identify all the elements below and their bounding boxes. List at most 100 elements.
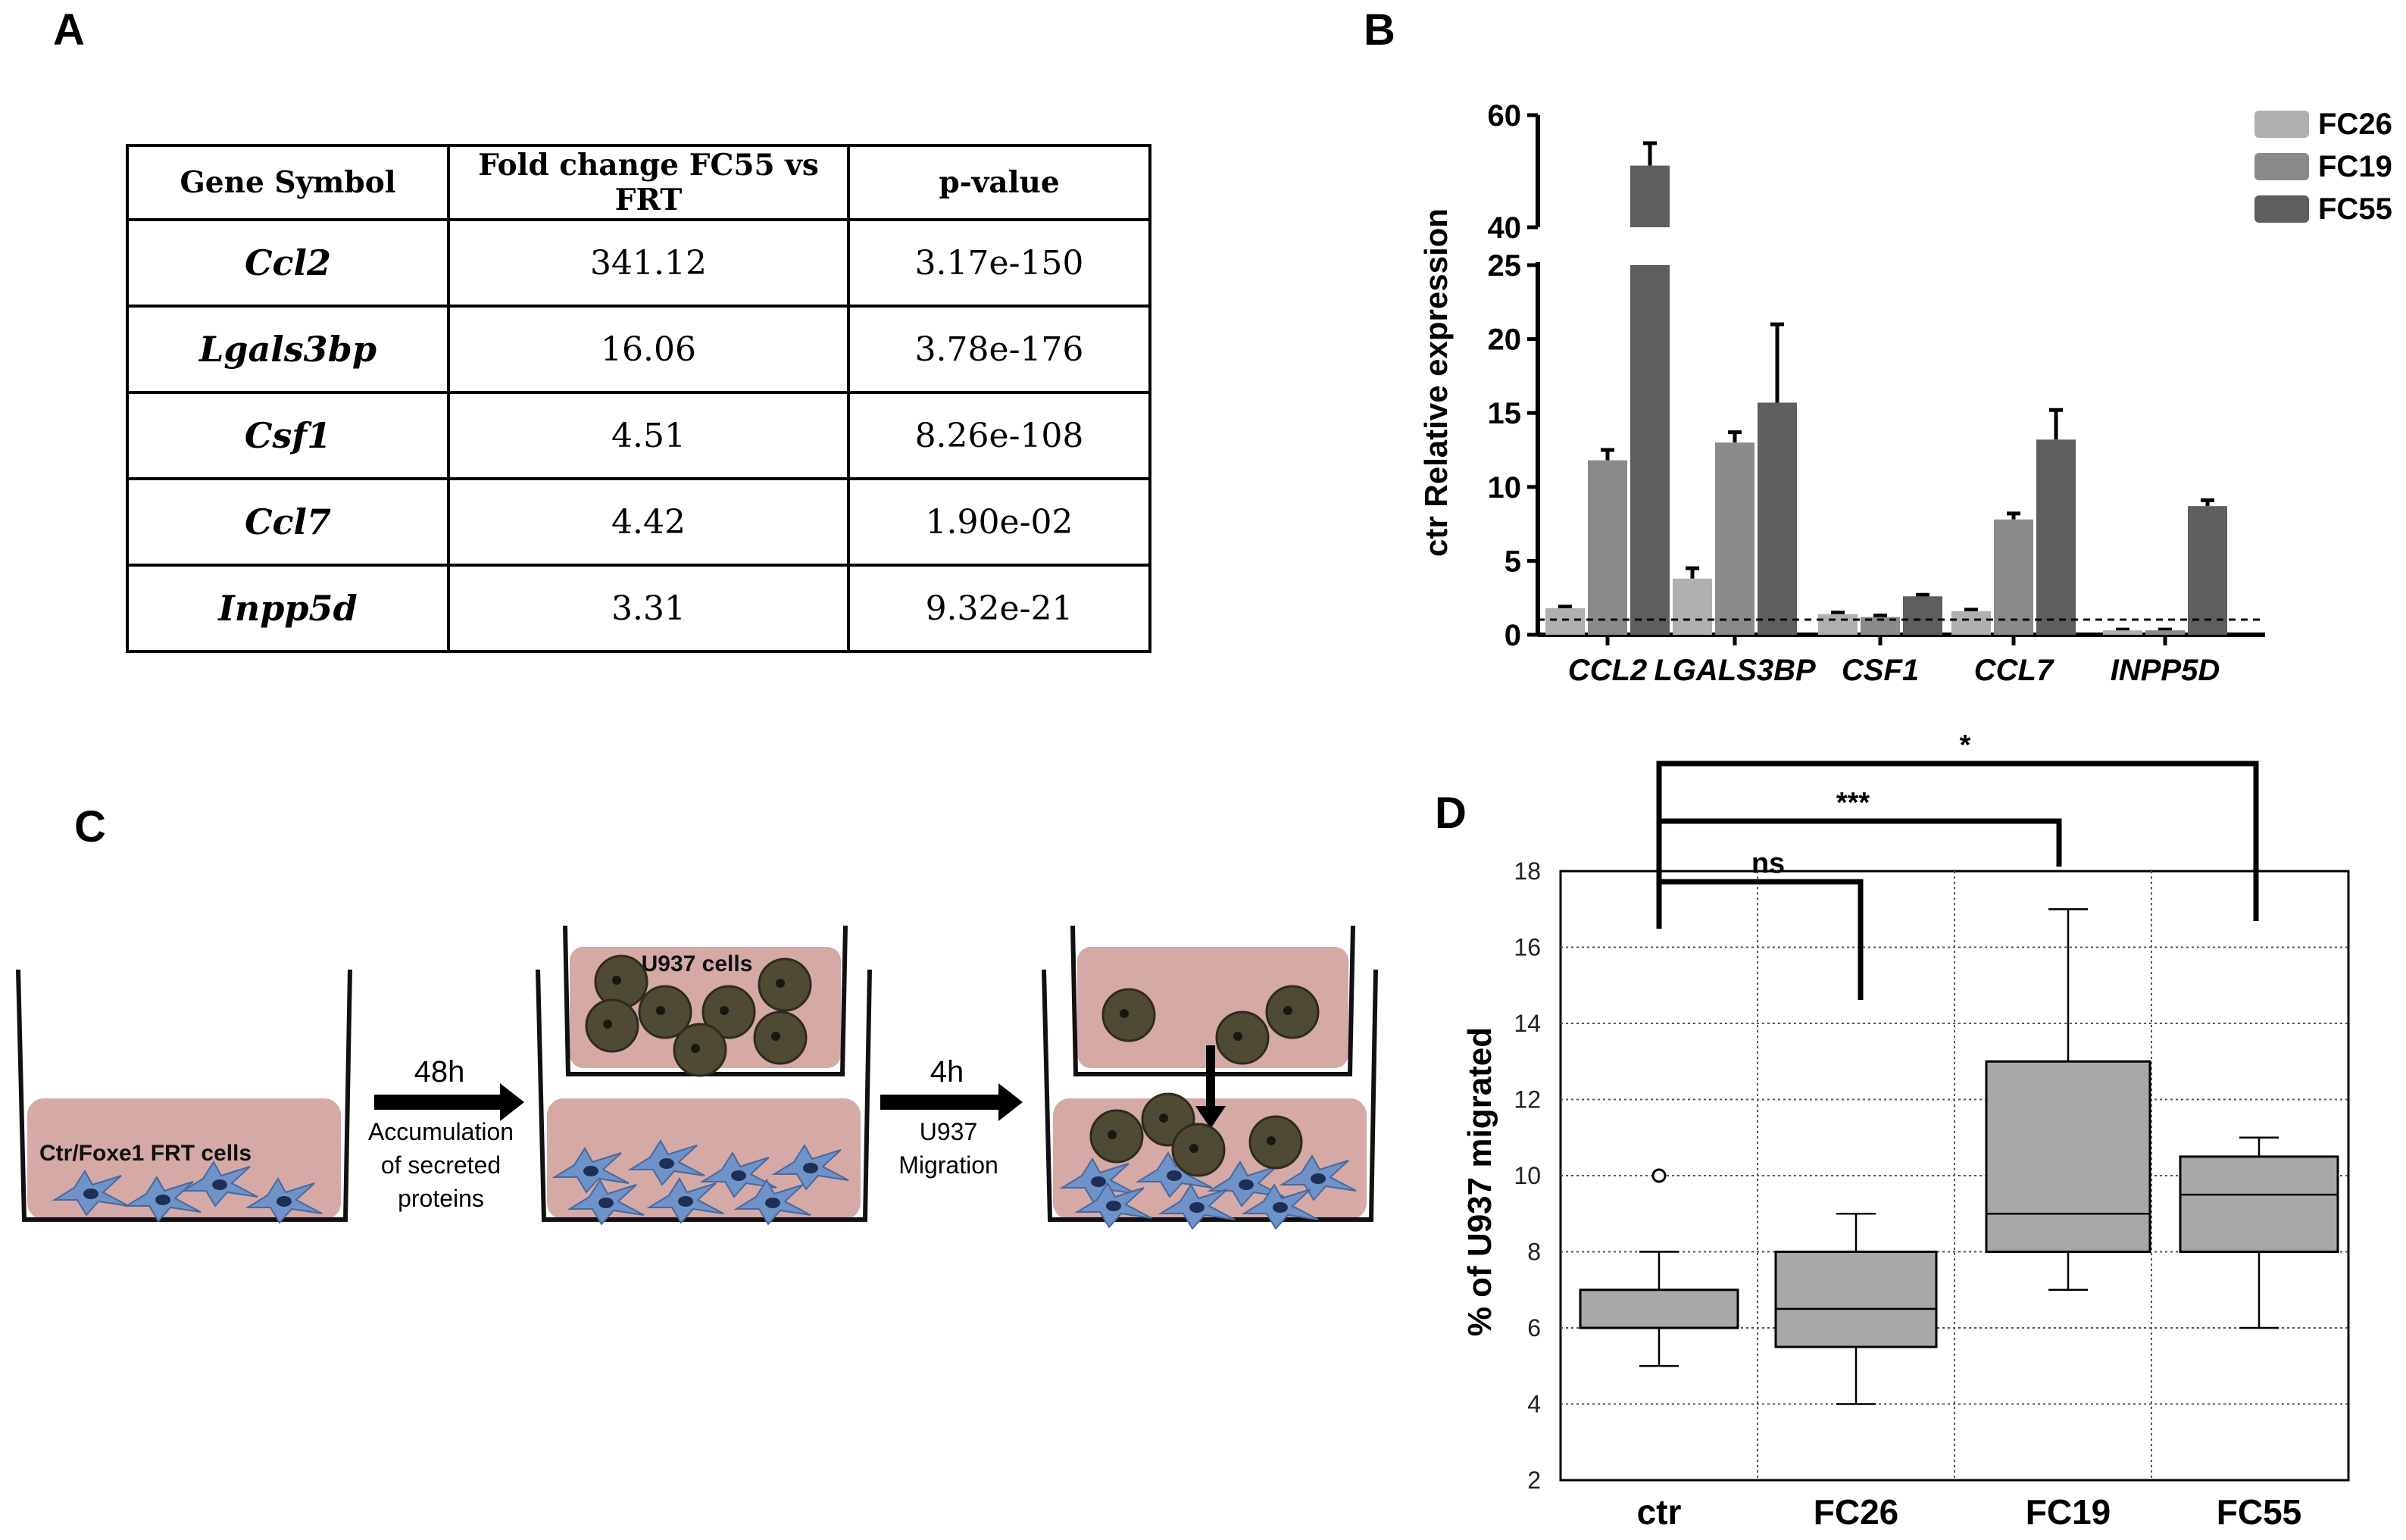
cell-fold-change: 4.42	[447, 477, 850, 567]
panel-label-a: A	[53, 5, 85, 55]
cell-gene: Ccl2	[126, 218, 450, 308]
significance-label: *	[1960, 729, 1971, 761]
table-row: Lgals3bp 16.06 3.78e-176	[126, 305, 1151, 394]
well1-label: Ctr/Foxe1 FRT cells	[39, 1141, 252, 1166]
panel-label-d: D	[1435, 789, 1467, 838]
legend-label: FC55	[2318, 192, 2392, 226]
bar	[1673, 578, 1712, 635]
cell-fold-change: 16.06	[447, 305, 850, 394]
cell-gene: Csf1	[126, 391, 450, 480]
cell-fold-change: 341.12	[447, 218, 850, 308]
x-tick-label: CSF1	[1842, 654, 1919, 687]
box-chart-ylabel: % of U937 migrated	[1461, 1027, 1498, 1336]
bar	[2103, 630, 2142, 635]
table-row: Ccl7 4.42 1.90e-02	[126, 477, 1151, 567]
u937-cell	[594, 954, 648, 1009]
y-tick-label: 16	[1514, 934, 1541, 961]
bar	[1545, 608, 1585, 635]
bar-legend: FC26 FC19 FC55	[2254, 108, 2392, 226]
u937-cell	[758, 957, 812, 1012]
cell-fold-change: 3.31	[447, 564, 850, 653]
box	[2179, 1155, 2339, 1253]
arrow1-line2: of secreted	[381, 1151, 501, 1179]
cell-p-value: 9.32e-21	[847, 564, 1151, 653]
header-fold-change: Fold change FC55 vs FRT	[447, 144, 850, 221]
u937-cell	[673, 1023, 727, 1077]
table-row: Ccl2 341.12 3.17e-150	[126, 218, 1151, 308]
panel-label-c: C	[74, 802, 106, 851]
bar-chart: ctr Relative expression 0 5 10 15 20 25 40 60 C…	[1418, 99, 2392, 687]
gene-table: Gene Symbol Fold change FC55 vs FRT p-va…	[126, 144, 1151, 653]
y-tick-label: 18	[1514, 857, 1541, 885]
table-row: Inpp5d 3.31 9.32e-21	[126, 564, 1151, 653]
cell-p-value: 1.90e-02	[847, 477, 1151, 567]
u937-cell	[1215, 1011, 1270, 1065]
bar	[1994, 519, 2033, 635]
header-gene-symbol: Gene Symbol	[126, 144, 450, 221]
header-p-value: p-value	[847, 144, 1151, 221]
y-tick-label: 4	[1527, 1391, 1541, 1418]
cell-gene: Ccl7	[126, 477, 450, 567]
significance-label: ns	[1751, 848, 1785, 879]
arrow-4h: 4h U937 Migration	[880, 1055, 1023, 1179]
migration-diagram: Ctr/Foxe1 FRT cells 48h Accumulation of …	[16, 925, 1378, 1229]
bar	[1818, 614, 1858, 635]
u937-cell	[753, 1011, 808, 1065]
bar	[1951, 611, 1991, 635]
y-tick-label: 60	[1488, 99, 1522, 133]
panel-label-b: B	[1364, 5, 1395, 55]
y-tick-label: 8	[1527, 1239, 1541, 1266]
outlier	[1651, 1168, 1667, 1183]
bar	[1758, 402, 1797, 635]
u937-cell	[585, 998, 639, 1053]
y-tick-label: 5	[1505, 545, 1521, 578]
x-tick-label: ctr	[1637, 1492, 1682, 1532]
box	[1579, 1289, 1739, 1329]
migration-arrow	[1195, 1045, 1226, 1129]
cell-gene: Lgals3bp	[126, 305, 450, 394]
u937-cell	[1248, 1115, 1303, 1170]
cell-fold-change: 4.51	[447, 391, 850, 480]
bar	[2145, 630, 2185, 635]
well-2: U937 cells	[536, 925, 872, 1225]
arrow1-line3: proteins	[398, 1185, 484, 1212]
bar	[1715, 442, 1755, 635]
arrow-48h: 48h Accumulation of secreted proteins	[368, 1055, 524, 1212]
legend-label: FC26	[2318, 108, 2392, 141]
box-chart: % of U937 migrated 2 4 6 8 10 12 14 16 18 ctr FC2…	[1461, 729, 2350, 1532]
y-tick-label: 10	[1514, 1162, 1541, 1189]
significance-label: ***	[1836, 787, 1870, 819]
y-tick-label: 40	[1488, 211, 1522, 245]
x-tick-label: FC55	[2217, 1492, 2301, 1532]
bar	[2036, 439, 2076, 635]
u937-cell	[1089, 1109, 1144, 1164]
x-tick-label: LGALS3BP	[1654, 654, 1816, 687]
legend-swatch	[2254, 153, 2309, 180]
table-row: Csf1 4.51 8.26e-108	[126, 391, 1151, 480]
well-1: Ctr/Foxe1 FRT cells	[16, 969, 352, 1223]
legend-swatch	[2254, 195, 2309, 223]
y-tick-label: 20	[1488, 323, 1522, 357]
y-tick-label: 25	[1488, 249, 1522, 283]
y-tick-label: 15	[1488, 397, 1522, 430]
cell-p-value: 3.78e-176	[847, 305, 1151, 394]
y-tick-label: 14	[1514, 1010, 1541, 1037]
bar-upper	[1630, 165, 1670, 227]
table-header-row: Gene Symbol Fold change FC55 vs FRT p-va…	[126, 144, 1151, 221]
legend-label: FC19	[2318, 150, 2392, 183]
x-tick-label: CCL2	[1568, 654, 1647, 687]
bar	[2188, 506, 2227, 635]
significance-bracket	[1656, 761, 2259, 929]
well-3	[1042, 925, 1378, 1229]
arrow1-line1: Accumulation	[368, 1118, 514, 1145]
arrow2-line2: Migration	[898, 1151, 998, 1179]
x-tick-label: FC19	[2026, 1492, 2111, 1532]
legend-swatch	[2254, 111, 2309, 138]
arrow2-line1: U937	[920, 1118, 978, 1145]
y-tick-label: 6	[1527, 1314, 1541, 1342]
y-tick-label: 10	[1488, 471, 1522, 504]
bar	[1588, 460, 1627, 635]
x-tick-label: CCL7	[1974, 654, 2054, 687]
well2-label: U937 cells	[642, 951, 753, 976]
